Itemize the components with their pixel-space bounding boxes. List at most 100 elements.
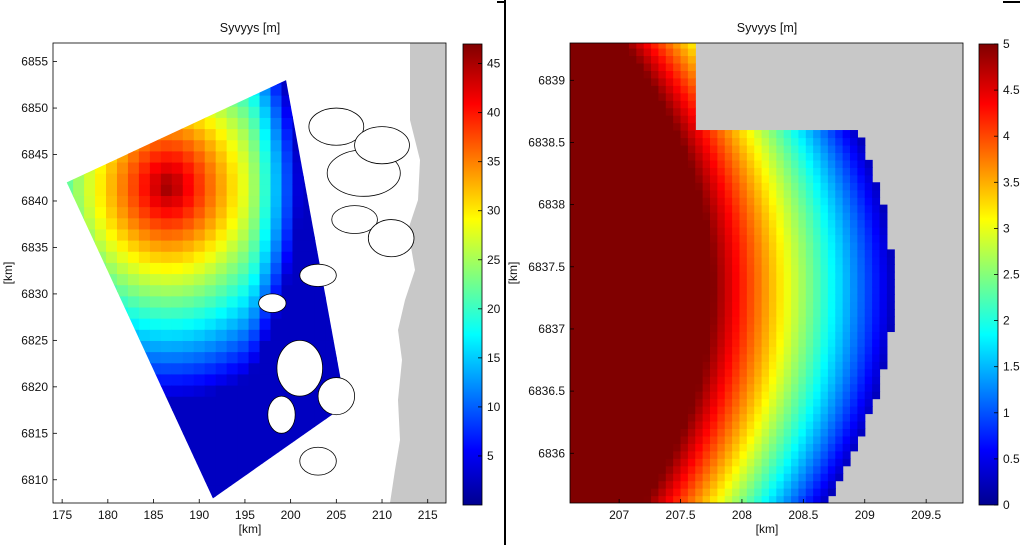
depth-cell	[651, 62, 660, 71]
depth-cell	[680, 130, 689, 139]
depth-cell	[570, 286, 578, 295]
depth-cell	[628, 92, 637, 101]
depth-cell	[732, 346, 741, 355]
depth-cell	[754, 488, 763, 497]
depth-cell	[651, 43, 660, 49]
depth-cell	[813, 256, 822, 265]
depth-cell	[776, 473, 785, 482]
depth-cell	[776, 197, 785, 206]
depth-cell	[628, 398, 637, 407]
depth-cell	[281, 83, 294, 96]
depth-cell	[614, 495, 623, 503]
depth-cell	[636, 204, 645, 213]
depth-cell	[791, 197, 800, 206]
depth-cell	[171, 407, 184, 420]
depth-cell	[864, 212, 873, 221]
depth-cell	[577, 458, 586, 467]
depth-cell	[680, 465, 689, 474]
depth-cell	[710, 353, 718, 362]
depth-cell	[746, 458, 755, 467]
depth-cell	[270, 173, 283, 185]
depth-cell	[695, 234, 704, 243]
depth-cell	[570, 420, 578, 430]
depth-cell	[204, 161, 217, 174]
depth-cell	[106, 206, 118, 219]
depth-cell	[577, 398, 586, 407]
depth-cell	[643, 495, 652, 503]
depth-cell	[577, 55, 586, 64]
depth-cell	[628, 465, 637, 474]
depth-cell	[724, 227, 733, 236]
depth-cell	[835, 391, 844, 400]
depth-cell	[628, 279, 637, 288]
depth-cell	[732, 443, 741, 452]
depth-cell	[160, 161, 173, 174]
depth-cell	[651, 353, 660, 362]
depth-cell	[643, 167, 652, 176]
depth-cell	[783, 323, 792, 333]
depth-cell	[127, 251, 140, 263]
depth-cell	[754, 458, 763, 467]
depth-cell	[717, 309, 726, 318]
depth-cell	[237, 161, 250, 174]
depth-cell	[248, 95, 261, 107]
y-tick-label: 6838.5	[528, 135, 565, 149]
depth-cell	[182, 173, 195, 185]
depth-cell	[171, 195, 184, 208]
depth-cell	[628, 77, 637, 86]
depth-cell	[614, 137, 623, 146]
depth-cell	[584, 249, 593, 258]
depth-cell	[776, 346, 785, 355]
depth-cell	[724, 488, 733, 497]
depth-cell	[614, 391, 623, 400]
depth-cell	[783, 398, 792, 407]
depth-cell	[850, 309, 858, 318]
depth-cell	[805, 249, 814, 258]
depth-cell	[754, 309, 763, 318]
depth-cell	[614, 450, 623, 459]
depth-cell	[160, 251, 173, 263]
depth-cell	[614, 346, 623, 355]
depth-cell	[570, 241, 578, 250]
depth-cell	[584, 331, 593, 340]
depth-cell	[783, 294, 792, 303]
depth-cell	[710, 279, 718, 288]
depth-cell	[570, 227, 578, 236]
depth-cell	[768, 309, 777, 318]
depth-cell	[850, 189, 858, 198]
depth-cell	[761, 435, 770, 444]
depth-cell	[643, 137, 652, 146]
depth-cell	[636, 174, 645, 183]
depth-cell	[695, 249, 704, 258]
depth-cell	[783, 480, 792, 489]
depth-cell	[746, 383, 755, 392]
depth-cell	[606, 137, 615, 146]
depth-cell	[805, 353, 814, 362]
depth-cell	[717, 383, 726, 392]
depth-cell	[599, 316, 608, 325]
depth-cell	[665, 398, 674, 407]
depth-cell	[680, 286, 689, 295]
depth-cell	[577, 286, 586, 295]
depth-cell	[628, 338, 637, 347]
depth-cell	[592, 413, 601, 422]
depth-cell	[193, 440, 206, 453]
depth-cell	[577, 174, 586, 183]
depth-cell	[776, 271, 785, 280]
depth-cell	[614, 428, 623, 437]
depth-cell	[636, 495, 645, 503]
depth-cell	[95, 195, 107, 208]
depth-cell	[138, 184, 151, 197]
depth-cell	[570, 144, 578, 154]
depth-cell	[95, 184, 107, 197]
depth-cell	[651, 294, 660, 303]
depth-cell	[259, 206, 272, 219]
depth-cell	[127, 206, 140, 219]
depth-cell	[599, 234, 608, 243]
depth-cell	[636, 286, 645, 295]
depth-cell	[872, 219, 881, 228]
depth-cell	[680, 167, 689, 176]
depth-cell	[226, 318, 239, 330]
depth-cell	[651, 137, 660, 146]
depth-cell	[577, 92, 586, 101]
